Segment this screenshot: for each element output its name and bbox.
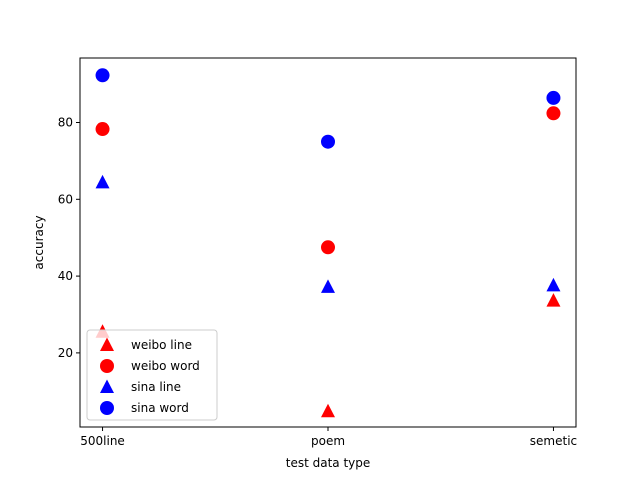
data-point (546, 277, 561, 292)
x-tick-label: poem (311, 434, 345, 448)
y-tick-label: 40 (58, 269, 73, 283)
legend-label: weibo line (131, 338, 192, 352)
data-point (321, 240, 335, 255)
data-point (95, 122, 110, 137)
legend-marker (100, 379, 114, 393)
data-point (95, 174, 110, 189)
legend-label: weibo word (131, 359, 200, 373)
legend-box (86, 329, 218, 421)
legend: weibo line weibo word sina line sina word (86, 329, 218, 421)
data-point (546, 90, 561, 105)
y-axis: 20 40 60 80 (58, 116, 80, 360)
x-tick-label: 500line (80, 434, 125, 448)
data-point (546, 106, 561, 121)
data-point (321, 403, 335, 418)
x-axis-label: test data type (286, 456, 371, 470)
legend-marker (100, 359, 114, 373)
x-axis: 500line poem semetic (80, 427, 577, 448)
data-point (321, 134, 335, 149)
y-axis-label: accuracy (32, 215, 46, 269)
legend-marker (100, 401, 114, 415)
legend-label: sina line (131, 380, 181, 394)
x-tick-label: semetic (530, 434, 577, 448)
y-tick-label: 20 (58, 346, 73, 360)
legend-marker (100, 337, 114, 351)
y-tick-label: 60 (58, 192, 73, 206)
data-point (321, 279, 335, 293)
data-point (546, 293, 561, 307)
legend-label: sina word (131, 401, 189, 415)
data-marks (95, 68, 561, 418)
y-tick-label: 80 (58, 116, 73, 130)
data-point (95, 68, 110, 83)
